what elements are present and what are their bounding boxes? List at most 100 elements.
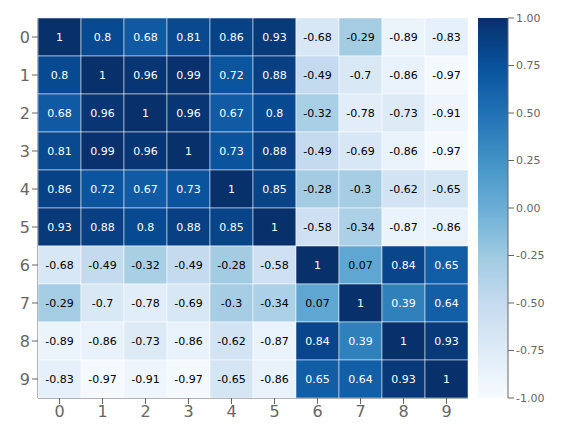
svg-text:0.39: 0.39 [348,335,373,348]
svg-text:-0.58: -0.58 [303,221,331,234]
svg-text:1: 1 [443,373,450,386]
svg-text:-0.69: -0.69 [174,297,202,310]
svg-text:0.84: 0.84 [391,259,416,272]
svg-text:1: 1 [97,402,107,421]
svg-text:0.8: 0.8 [137,221,155,234]
svg-text:0.88: 0.88 [262,69,287,82]
svg-text:-0.28: -0.28 [217,259,245,272]
svg-text:-0.89: -0.89 [389,31,417,44]
svg-text:5: 5 [20,218,30,237]
svg-text:-0.25: -0.25 [516,249,544,262]
svg-text:1: 1 [228,183,235,196]
svg-text:-0.3: -0.3 [350,183,371,196]
svg-text:0.00: 0.00 [516,202,541,215]
svg-text:-0.78: -0.78 [131,297,159,310]
svg-text:0.99: 0.99 [90,145,115,158]
svg-text:-0.69: -0.69 [346,145,374,158]
svg-text:-0.73: -0.73 [131,335,159,348]
svg-text:0.67: 0.67 [133,183,158,196]
svg-text:0.96: 0.96 [133,145,158,158]
svg-text:9: 9 [20,370,30,389]
svg-text:-0.49: -0.49 [303,145,331,158]
svg-text:-0.78: -0.78 [346,107,374,120]
svg-text:4: 4 [226,402,236,421]
svg-text:-0.65: -0.65 [217,373,245,386]
svg-text:0.88: 0.88 [176,221,201,234]
svg-text:-1.00: -1.00 [516,392,544,405]
svg-text:-0.87: -0.87 [389,221,417,234]
svg-text:-0.75: -0.75 [516,344,544,357]
svg-text:-0.86: -0.86 [389,69,417,82]
svg-text:-0.97: -0.97 [432,145,460,158]
svg-text:0.68: 0.68 [133,31,158,44]
svg-text:-0.62: -0.62 [389,183,417,196]
svg-text:7: 7 [20,294,30,313]
svg-text:0.65: 0.65 [434,259,459,272]
svg-text:0.64: 0.64 [348,373,373,386]
svg-text:-0.86: -0.86 [432,221,460,234]
svg-text:-0.87: -0.87 [260,335,288,348]
svg-text:-0.86: -0.86 [174,335,202,348]
svg-text:0.68: 0.68 [47,107,72,120]
svg-text:-0.29: -0.29 [45,297,73,310]
svg-text:1: 1 [271,221,278,234]
svg-text:-0.86: -0.86 [389,145,417,158]
svg-text:-0.97: -0.97 [88,373,116,386]
svg-text:-0.97: -0.97 [174,373,202,386]
svg-text:-0.28: -0.28 [303,183,331,196]
svg-text:5: 5 [269,402,279,421]
svg-text:0: 0 [54,402,64,421]
svg-text:0.67: 0.67 [219,107,244,120]
svg-text:8: 8 [20,332,30,351]
svg-text:1: 1 [20,66,30,85]
svg-text:-0.91: -0.91 [432,107,460,120]
svg-text:0.07: 0.07 [305,297,330,310]
svg-text:0.86: 0.86 [219,31,244,44]
svg-text:0.81: 0.81 [47,145,72,158]
svg-text:6: 6 [312,402,322,421]
svg-text:1: 1 [314,259,321,272]
svg-text:0.73: 0.73 [219,145,244,158]
svg-text:0.88: 0.88 [90,221,115,234]
svg-text:7: 7 [355,402,365,421]
svg-text:4: 4 [20,180,30,199]
svg-text:0.93: 0.93 [47,221,72,234]
svg-text:0.96: 0.96 [90,107,115,120]
svg-text:0.64: 0.64 [434,297,459,310]
svg-text:-0.32: -0.32 [303,107,331,120]
svg-text:0.72: 0.72 [219,69,244,82]
svg-text:0.81: 0.81 [176,31,201,44]
svg-text:1: 1 [142,107,149,120]
svg-text:1: 1 [357,297,364,310]
svg-text:0.86: 0.86 [47,183,72,196]
svg-text:0.75: 0.75 [516,59,541,72]
svg-text:-0.3: -0.3 [221,297,242,310]
svg-text:3: 3 [20,142,30,161]
svg-text:0: 0 [20,28,30,47]
svg-text:0.39: 0.39 [391,297,416,310]
svg-text:6: 6 [20,256,30,275]
svg-text:-0.50: -0.50 [516,297,544,310]
svg-text:0.96: 0.96 [133,69,158,82]
svg-text:-0.65: -0.65 [432,183,460,196]
svg-text:1: 1 [99,69,106,82]
svg-text:0.8: 0.8 [51,69,69,82]
svg-text:-0.49: -0.49 [88,259,116,272]
svg-text:-0.83: -0.83 [45,373,73,386]
svg-text:-0.34: -0.34 [260,297,288,310]
svg-text:-0.34: -0.34 [346,221,374,234]
svg-text:-0.89: -0.89 [45,335,73,348]
svg-text:0.73: 0.73 [176,183,201,196]
svg-text:3: 3 [183,402,193,421]
svg-text:0.50: 0.50 [516,107,541,120]
svg-text:1: 1 [400,335,407,348]
svg-text:0.07: 0.07 [348,259,373,272]
svg-text:-0.86: -0.86 [260,373,288,386]
svg-text:8: 8 [398,402,408,421]
svg-text:-0.68: -0.68 [45,259,73,272]
svg-text:-0.97: -0.97 [432,69,460,82]
svg-text:9: 9 [441,402,451,421]
svg-text:-0.83: -0.83 [432,31,460,44]
svg-text:-0.7: -0.7 [92,297,113,310]
svg-text:1: 1 [56,31,63,44]
